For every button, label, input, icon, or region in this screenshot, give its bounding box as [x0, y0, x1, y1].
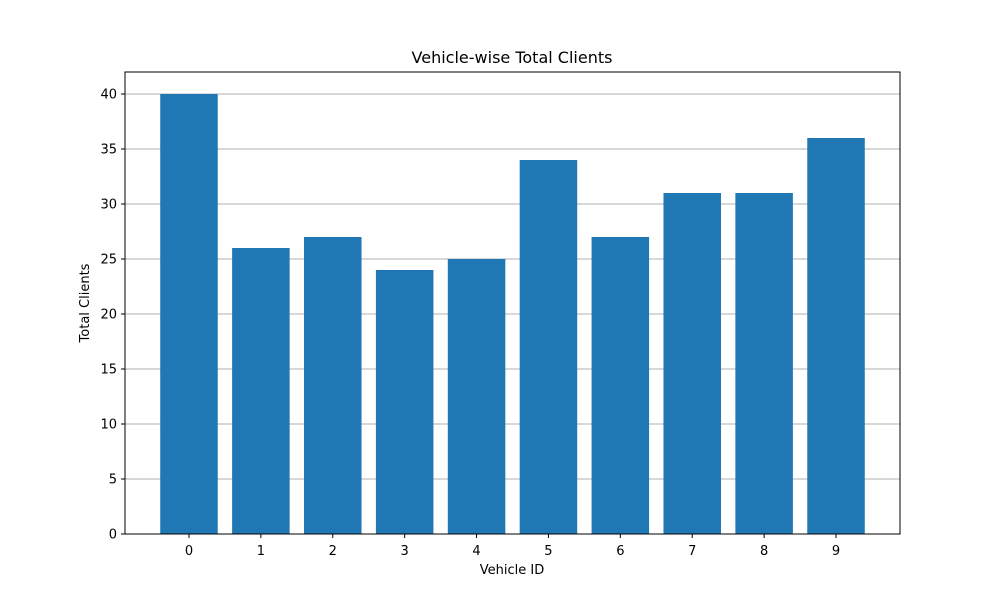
- bar-vehicle-1: [232, 248, 290, 534]
- bar-vehicle-7: [663, 193, 721, 534]
- x-tick-label: 0: [185, 544, 193, 559]
- x-tick-label: 1: [257, 544, 265, 559]
- bar-vehicle-0: [160, 94, 218, 534]
- y-tick-label: 15: [100, 363, 117, 378]
- y-tick-label: 30: [100, 198, 117, 213]
- bar-vehicle-9: [807, 138, 865, 534]
- bar-vehicle-2: [304, 237, 362, 534]
- chart-title: Vehicle-wise Total Clients: [412, 48, 613, 67]
- plot-frame: [124, 71, 901, 535]
- bar-vehicle-5: [519, 160, 578, 534]
- x-tick-label: 3: [401, 544, 409, 559]
- x-tick-label: 2: [329, 544, 337, 559]
- bar-vehicle-6: [591, 237, 650, 534]
- y-tick-label: 35: [100, 143, 117, 158]
- y-axis-label: Total Clients: [78, 263, 93, 343]
- y-tick-label: 25: [100, 253, 117, 268]
- bar-vehicle-8: [735, 193, 793, 534]
- x-axis: 0 1 2 3 4 5 6 7 8 9: [185, 534, 840, 559]
- x-tick-label: 7: [688, 544, 696, 559]
- x-tick-label: 9: [832, 544, 840, 559]
- x-axis-label: Vehicle ID: [480, 563, 544, 578]
- y-tick-label: 20: [100, 308, 117, 323]
- y-tick-label: 10: [100, 418, 117, 433]
- x-tick-label: 8: [760, 544, 768, 559]
- bars: [160, 94, 865, 534]
- bar-vehicle-4: [447, 259, 506, 534]
- y-axis: 0 5 10 15 20 25 30 35 40: [100, 88, 125, 543]
- y-tick-label: 5: [109, 473, 117, 488]
- y-tick-label: 0: [109, 528, 117, 543]
- y-tick-label: 40: [100, 88, 117, 103]
- x-tick-label: 5: [544, 544, 552, 559]
- bar-vehicle-3: [375, 270, 434, 534]
- x-tick-label: 4: [472, 544, 480, 559]
- x-tick-label: 6: [616, 544, 624, 559]
